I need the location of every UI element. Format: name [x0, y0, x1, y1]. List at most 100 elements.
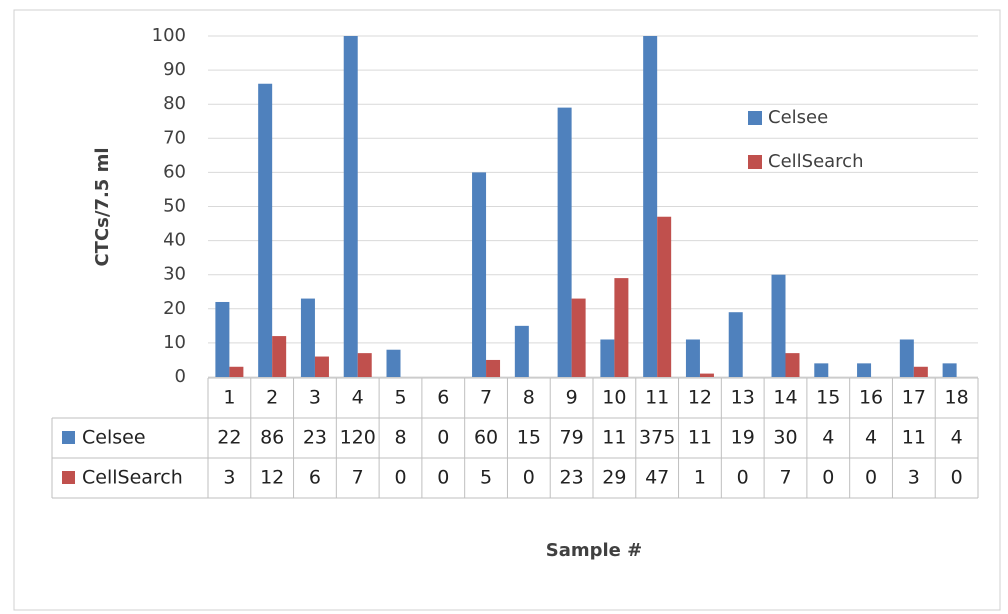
x-tick-label: 16 — [859, 387, 883, 409]
bar — [571, 298, 586, 377]
table-value: 29 — [602, 467, 626, 489]
x-tick-label: 18 — [945, 387, 969, 409]
x-tick-label: 12 — [688, 387, 712, 409]
legend-label: CellSearch — [768, 151, 863, 172]
y-tick-label: 40 — [163, 230, 186, 251]
x-tick-label: 6 — [437, 387, 449, 409]
bar — [857, 363, 872, 377]
bars — [215, 36, 957, 378]
table-value: 7 — [779, 467, 791, 489]
y-tick-label: 20 — [163, 298, 186, 319]
bar — [258, 83, 273, 378]
bar — [643, 36, 658, 377]
x-tick-label: 8 — [523, 387, 535, 409]
x-tick-label: 1 — [223, 387, 235, 409]
table-row-label: CellSearch — [82, 467, 183, 489]
table-value: 23 — [303, 427, 327, 449]
bar — [913, 366, 928, 377]
x-tick-label: 4 — [352, 387, 364, 409]
y-tick-label: 50 — [163, 196, 186, 217]
grid — [208, 35, 978, 378]
legend-key — [748, 155, 762, 169]
bar — [814, 363, 829, 377]
table-value: 12 — [260, 467, 284, 489]
table-value: 3 — [908, 467, 920, 489]
table-value: 30 — [773, 427, 797, 449]
table-value: 0 — [394, 467, 406, 489]
bar — [899, 339, 914, 377]
legend-key — [62, 471, 75, 484]
y-tick-label: 60 — [163, 161, 186, 182]
chart-frame — [13, 9, 1001, 611]
x-tick-label: 15 — [816, 387, 840, 409]
x-tick-label: 10 — [602, 387, 626, 409]
bar — [600, 339, 615, 377]
bar — [657, 216, 672, 377]
table-value: 4 — [822, 427, 834, 449]
x-tick-label: 9 — [566, 387, 578, 409]
legend-label: Celsee — [768, 107, 828, 128]
bar — [614, 278, 629, 377]
table-value: 86 — [260, 427, 284, 449]
bar — [699, 373, 714, 377]
table-value: 11 — [688, 427, 712, 449]
table-value: 0 — [951, 467, 963, 489]
table-value: 60 — [474, 427, 498, 449]
table-value: 4 — [865, 427, 877, 449]
table-value: 0 — [865, 467, 877, 489]
x-tick-label: 3 — [309, 387, 321, 409]
bar — [557, 107, 572, 378]
table-value: 47 — [645, 467, 669, 489]
x-tick-label: 11 — [645, 387, 669, 409]
x-axis-label: Sample # — [546, 540, 642, 561]
bar — [728, 312, 743, 377]
bar — [685, 339, 700, 377]
table-value: 6 — [309, 467, 321, 489]
bar — [386, 349, 401, 377]
table-value: 3 — [223, 467, 235, 489]
table-value: 0 — [523, 467, 535, 489]
legend-key — [748, 111, 762, 125]
y-tick-label: 100 — [152, 25, 186, 46]
bar — [272, 336, 287, 377]
table-value: 19 — [731, 427, 755, 449]
table-value: 120 — [340, 427, 376, 449]
bar — [514, 325, 529, 377]
x-tick-label: 2 — [266, 387, 278, 409]
bar — [357, 353, 372, 377]
table-value: 375 — [639, 427, 675, 449]
x-tick-label: 7 — [480, 387, 492, 409]
legend-key — [62, 431, 75, 444]
y-tick-label: 0 — [175, 366, 186, 387]
y-tick-label: 90 — [163, 59, 186, 80]
table-value: 4 — [951, 427, 963, 449]
bar — [785, 353, 800, 377]
y-tick-label: 80 — [163, 93, 186, 114]
y-tick-label: 70 — [163, 127, 186, 148]
bar — [771, 274, 786, 377]
bar — [343, 36, 358, 378]
x-tick-label: 5 — [394, 387, 406, 409]
bar — [300, 298, 315, 377]
bar — [472, 172, 487, 377]
table-value: 11 — [902, 427, 926, 449]
table-value: 0 — [437, 427, 449, 449]
table-value: 79 — [560, 427, 584, 449]
bar — [486, 359, 501, 377]
bar — [215, 301, 230, 377]
table-value: 7 — [352, 467, 364, 489]
y-tick-label: 10 — [163, 332, 186, 353]
y-tick-label: 30 — [163, 264, 186, 285]
y-axis-label: CTCs/7.5 ml — [92, 147, 113, 266]
table-value: 22 — [217, 427, 241, 449]
x-tick-label: 14 — [773, 387, 797, 409]
table-row-label: Celsee — [82, 427, 146, 449]
table-value: 23 — [560, 467, 584, 489]
table-value: 0 — [822, 467, 834, 489]
x-tick-label: 13 — [731, 387, 755, 409]
table-value: 0 — [737, 467, 749, 489]
table-value: 0 — [437, 467, 449, 489]
x-tick-label: 17 — [902, 387, 926, 409]
